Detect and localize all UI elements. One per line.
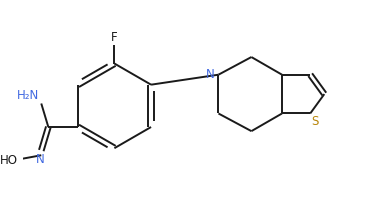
Text: H₂N: H₂N [17,89,39,102]
Text: S: S [311,115,319,128]
Text: N: N [36,153,45,166]
Text: HO: HO [0,154,18,167]
Text: N: N [206,68,215,81]
Text: F: F [111,31,118,44]
